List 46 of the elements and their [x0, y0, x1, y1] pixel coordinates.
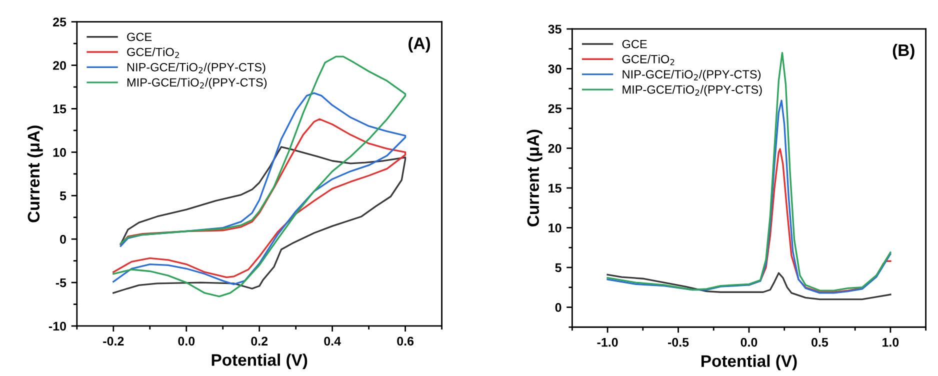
legend-label: NIP-GCE/TiO$_{2}$/(PPY-CTS) [127, 62, 266, 74]
y-tick-label: 25 [53, 18, 66, 26]
x-tick-label: 0.0 [178, 336, 195, 346]
line-series [112, 146, 406, 294]
x-tick-label: -1.0 [597, 338, 618, 347]
y-tick-label: 20 [548, 144, 562, 153]
y-tick-label: 5 [555, 263, 562, 272]
x-tick-label: -0.5 [668, 338, 689, 347]
y-tick-label: 35 [548, 24, 562, 34]
y-tick-label: 10 [548, 224, 562, 232]
annotation: (B) [892, 44, 914, 60]
y-axis-title: Current (μA) [526, 130, 542, 226]
x-axis-title: Potential (V) [212, 354, 308, 370]
y-tick-label: 20 [53, 61, 66, 70]
legend-label: GCE [127, 32, 152, 42]
y-tick-label: -5 [56, 278, 66, 288]
x-tick-label: 0.2 [251, 336, 268, 346]
x-tick-label: 0.5 [812, 338, 828, 347]
legend-label: MIP-GCE/TiO$_{2}$/(PPY-CTS) [127, 78, 267, 89]
x-tick-label: 0.0 [740, 338, 758, 347]
line-series [606, 52, 892, 292]
x-tick-label: -0.2 [103, 336, 124, 346]
y-tick-label: 10 [53, 148, 66, 157]
x-tick-label: 1.0 [882, 338, 899, 347]
annotation: (A) [408, 37, 430, 53]
x-tick-label: 0.6 [397, 336, 414, 346]
line-series [112, 118, 406, 278]
line-series [606, 272, 892, 300]
legend-label: GCE/TiO$_{2}$ [127, 48, 179, 58]
x-tick-label: 0.4 [324, 336, 341, 346]
line-series [112, 92, 406, 286]
legend-label: GCE/TiO$_{2}$ [622, 54, 674, 66]
x-axis-title: Potential (V) [702, 354, 797, 370]
y-tick-label: 30 [548, 64, 562, 74]
legend-label: GCE [622, 40, 647, 48]
y-tick-label: 25 [548, 104, 562, 114]
y-tick-label: 0 [60, 234, 66, 244]
legend-label: MIP-GCE/TiO$_{2}$/(PPY-CTS) [622, 85, 762, 96]
y-tick-label: 15 [53, 104, 66, 114]
legend-label: NIP-GCE/TiO$_{2}$/(PPY-CTS) [622, 70, 761, 81]
line-series [606, 100, 892, 294]
y-tick-label: 15 [548, 184, 562, 193]
y-tick-label: 5 [60, 192, 66, 200]
y-tick-label: -10 [48, 322, 66, 331]
y-axis-title: Current (μA) [27, 126, 43, 222]
y-tick-label: 0 [555, 303, 562, 312]
